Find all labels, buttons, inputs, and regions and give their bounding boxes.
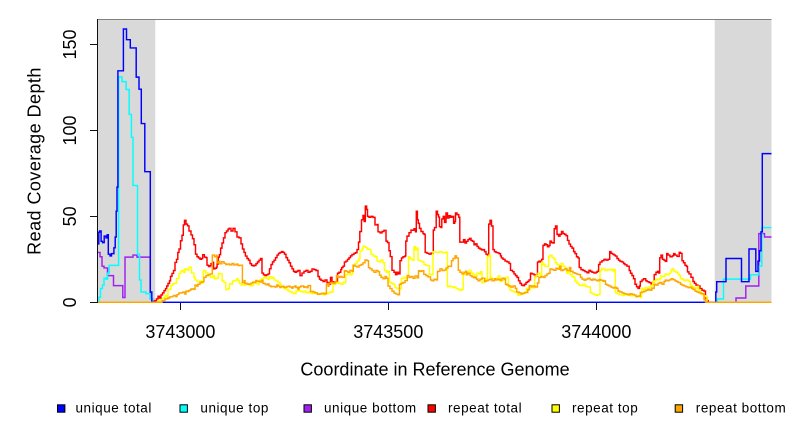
- svg-text:repeat bottom: repeat bottom: [696, 401, 786, 416]
- svg-text:Coordinate in Reference Genome: Coordinate in Reference Genome: [300, 360, 569, 380]
- svg-text:unique total: unique total: [76, 401, 152, 416]
- svg-text:repeat total: repeat total: [448, 401, 522, 416]
- svg-text:3744000: 3744000: [561, 322, 631, 342]
- svg-text:150: 150: [60, 29, 80, 59]
- svg-text:Read Coverage Depth: Read Coverage Depth: [25, 67, 45, 255]
- svg-text:unique bottom: unique bottom: [324, 401, 417, 416]
- svg-text:0: 0: [60, 297, 80, 307]
- svg-text:3743000: 3743000: [145, 322, 215, 342]
- svg-text:100: 100: [60, 115, 80, 145]
- svg-text:unique top: unique top: [200, 401, 269, 416]
- svg-text:repeat top: repeat top: [572, 401, 638, 416]
- svg-text:3743500: 3743500: [353, 322, 423, 342]
- svg-text:50: 50: [60, 206, 80, 226]
